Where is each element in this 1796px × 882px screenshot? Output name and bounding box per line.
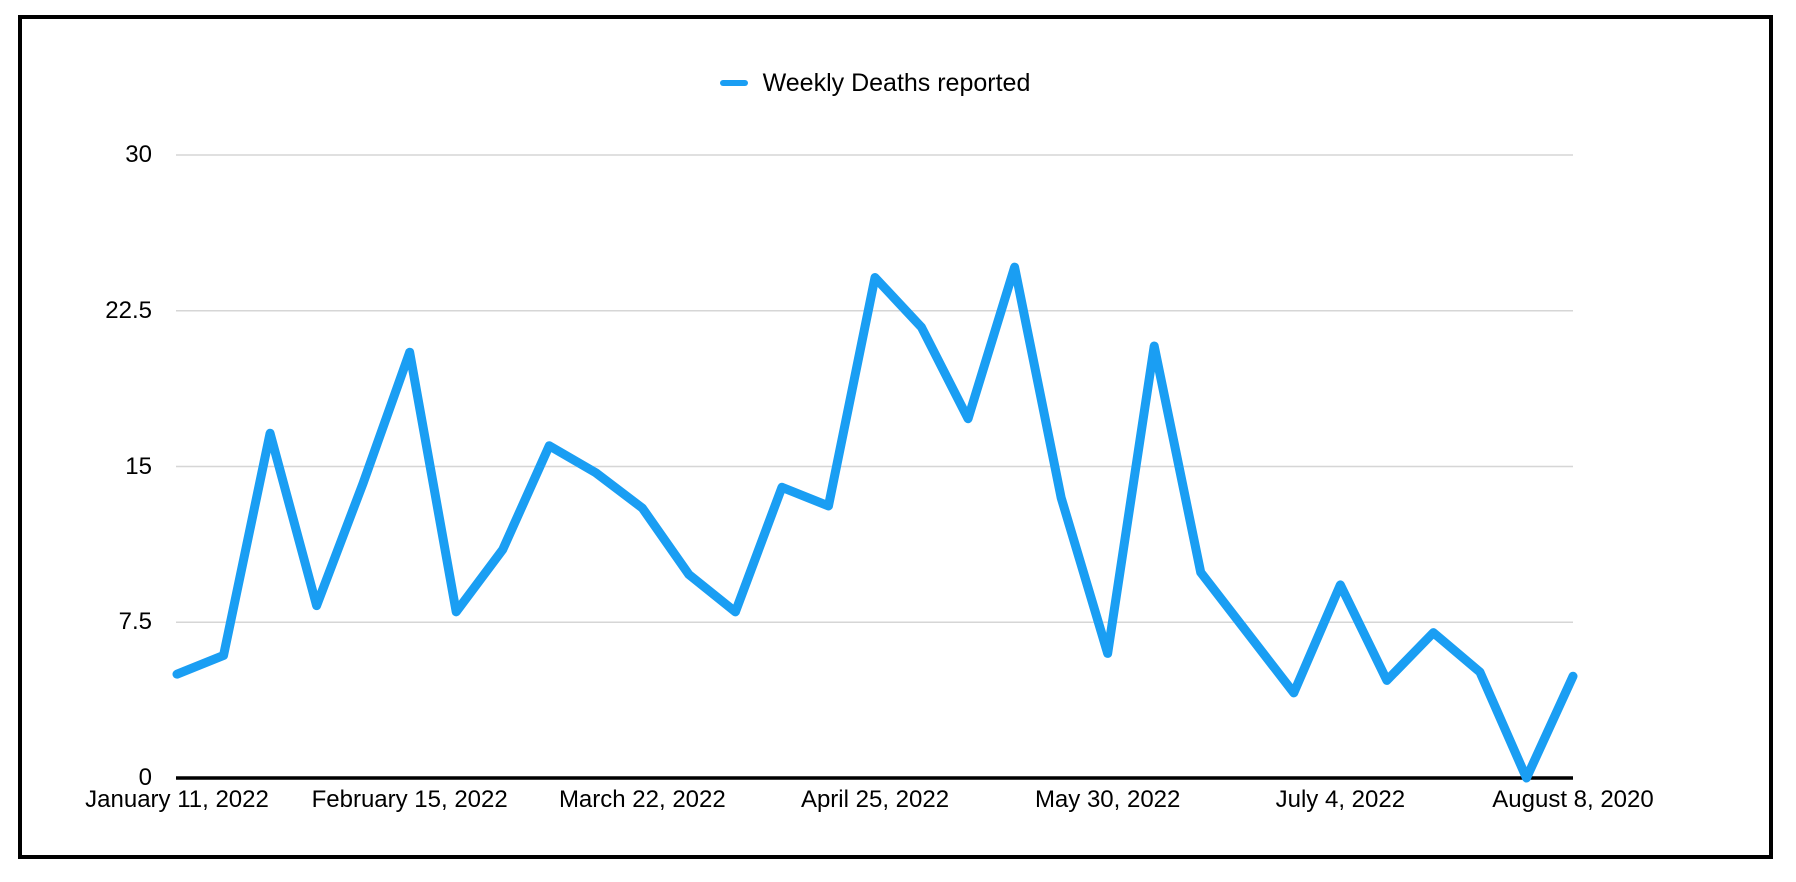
legend-label: Weekly Deaths reported <box>762 68 1031 97</box>
y-axis-tick-label: 7.5 <box>118 608 152 636</box>
legend-line-swatch-icon <box>719 80 748 86</box>
y-axis-tick-label: 30 <box>125 141 152 168</box>
y-axis-tick-label: 15 <box>125 452 152 480</box>
x-axis-tick-label: January 11, 2022 <box>85 786 269 813</box>
x-axis-tick-label: April 25, 2022 <box>800 786 950 813</box>
x-axis-tick-label: March 22, 2022 <box>558 786 726 813</box>
chart-border-frame <box>18 15 1773 859</box>
x-axis-tick-label: August 8, 2020 <box>1492 786 1654 813</box>
y-axis-tick-label: 22.5 <box>105 296 152 324</box>
legend: Weekly Deaths reported <box>177 66 1573 100</box>
x-axis-tick-label: July 4, 2022 <box>1275 786 1406 813</box>
weekly-deaths-series-line <box>172 262 1578 783</box>
y-axis-tick-label: 0 <box>138 764 152 791</box>
x-axis-tick-label: May 30, 2022 <box>1034 786 1181 813</box>
x-axis-tick-label: February 15, 2022 <box>311 786 508 813</box>
